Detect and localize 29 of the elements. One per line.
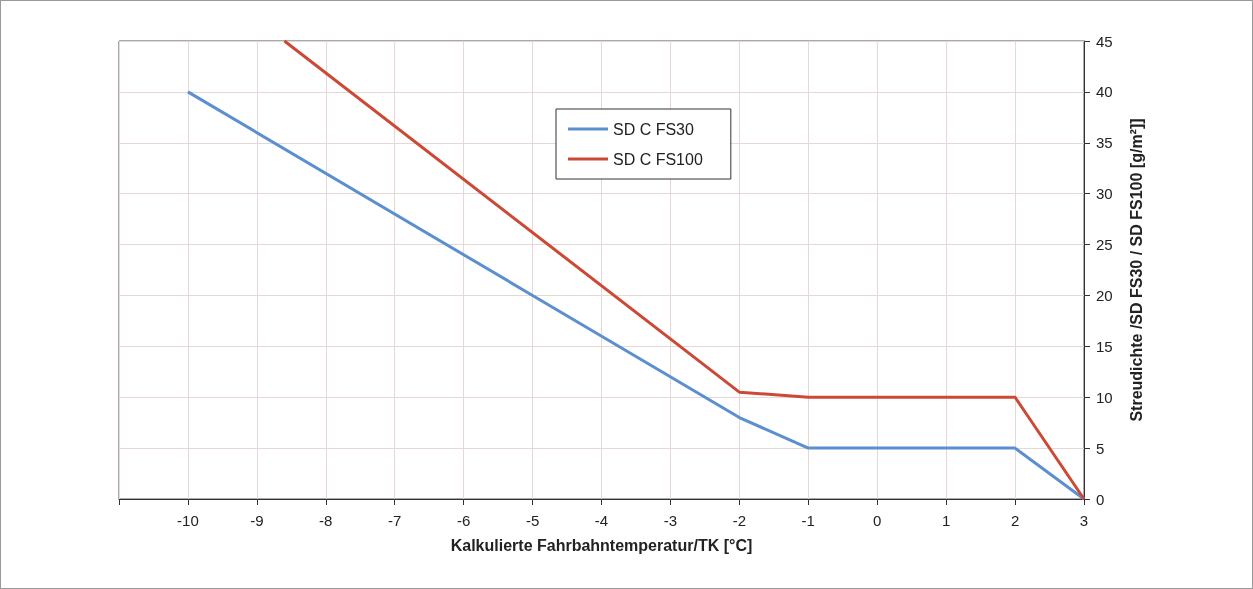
x-tick-label: -5 [525,512,540,529]
y-tick-label: 15 [1096,337,1113,355]
x-tick-label: -10 [177,512,199,529]
y-tick-label: 10 [1096,388,1113,406]
x-axis-title: Kalkulierte Fahrbahntemperatur/TK [°C] [450,536,753,554]
x-tick-label: -1 [801,512,815,529]
y-tick-label: 25 [1096,236,1113,254]
x-tick-label: -2 [732,512,747,529]
x-tick-label: 3 [1079,512,1089,529]
x-tick-label: -9 [250,512,264,529]
legend-label: SD C FS100 [613,150,703,168]
y-tick-label: 45 [1096,32,1113,50]
x-tick-label: -7 [388,512,402,529]
y-tick-label: 5 [1096,439,1105,457]
line-series [186,90,1086,501]
x-tick-label: -6 [456,512,471,529]
y-tick-label: 20 [1096,286,1113,304]
x-tick-label: -3 [663,512,678,529]
x-tick-label: 1 [941,512,951,529]
x-tick-label: -4 [594,512,609,529]
x-tick-label: 2 [1010,512,1020,529]
x-tick-label: 0 [873,512,882,529]
x-tick-label: -8 [319,512,333,529]
y-tick-label: 35 [1096,134,1113,152]
y-tick-label: 40 [1096,83,1113,101]
legend-label: SD C FS30 [613,120,695,138]
y-axis-title: Streudichte /SD FS30 / SD FS100 [g/m²]] [1127,118,1145,422]
y-tick-label: 0 [1096,490,1105,508]
y-tick-label: 30 [1096,185,1113,203]
